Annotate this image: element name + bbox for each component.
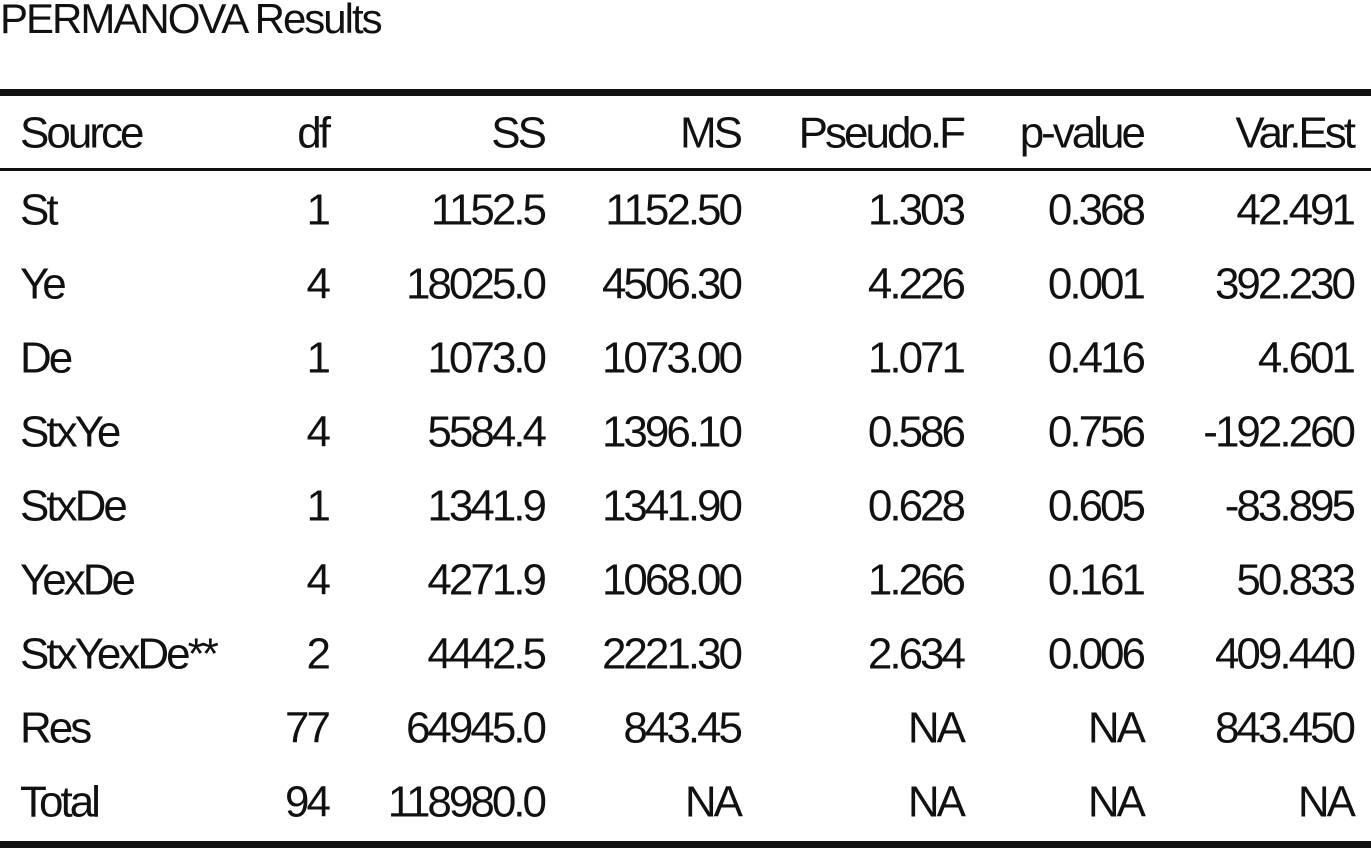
table-cell: 1341.90: [602, 482, 742, 531]
table-cell: 4442.5: [427, 630, 545, 679]
table-cell: 2.634: [868, 630, 966, 679]
header-cell: Var.Est: [1235, 109, 1355, 158]
table-cell: 843.450: [1215, 704, 1355, 753]
table-cell: 843.45: [623, 704, 741, 753]
table-cell: -83.895: [1225, 482, 1355, 531]
table-cell: 64945.0: [406, 704, 546, 753]
table-cell: 1341.9: [427, 482, 545, 531]
table-cell: 2221.30: [602, 630, 742, 679]
table-cell: 0.605: [1048, 482, 1145, 531]
table-cell: 1068.00: [602, 556, 742, 605]
table-cell: 1152.5: [431, 186, 546, 235]
row-label: Ye: [20, 260, 65, 309]
table-cell: 0.586: [868, 408, 965, 457]
table-cell: 1: [307, 186, 330, 235]
header-rule: [0, 168, 1371, 171]
table-cell: 4: [307, 408, 331, 457]
table-cell: 409.440: [1215, 630, 1355, 679]
bottom-rule: [0, 841, 1371, 848]
table-cell: 118980.0: [388, 778, 546, 827]
table-cell: 1.266: [868, 556, 965, 605]
table-cell: 1152.50: [605, 186, 741, 235]
table-cell: 2: [307, 630, 330, 679]
table-cell: 4: [307, 556, 331, 605]
table-cell: NA: [1088, 704, 1147, 753]
table-cell: 1.303: [868, 186, 965, 235]
header-cell: Pseudo.F: [799, 109, 965, 158]
table-cell: -192.260: [1203, 408, 1354, 457]
table-cell: 4: [307, 260, 331, 309]
table-cell: 1073.0: [427, 334, 545, 383]
table-cell: 0.161: [1048, 556, 1145, 605]
table-cell: 0.756: [1048, 408, 1145, 457]
row-label: StxYexDe**: [20, 630, 219, 679]
table-cell: 4.226: [868, 260, 965, 309]
table-cell: 94: [285, 778, 330, 827]
table-cell: NA: [1298, 778, 1357, 827]
row-label: Total: [20, 778, 98, 827]
table-cell: 5584.4: [427, 408, 546, 457]
row-label: St: [20, 186, 58, 235]
header-cell: Source: [20, 109, 143, 158]
table-title: PERMANOVA Results: [0, 0, 382, 42]
table-cell: 0.001: [1048, 260, 1145, 309]
table-cell: 1.071: [868, 334, 965, 383]
table-cell: NA: [908, 704, 967, 753]
table-cell: 1073.00: [602, 334, 742, 383]
table-cell: 0.368: [1048, 186, 1145, 235]
table-cell: 0.628: [868, 482, 965, 531]
table-cell: NA: [685, 778, 744, 827]
header-cell: df: [297, 109, 331, 158]
row-label: Res: [20, 704, 91, 753]
table-cell: 18025.0: [406, 260, 546, 309]
table-cell: 0.416: [1048, 334, 1145, 383]
table-cell: 1: [307, 334, 330, 383]
table-cell: 42.491: [1236, 186, 1354, 235]
table-cell: 4.601: [1258, 334, 1355, 383]
top-rule: [0, 89, 1371, 96]
row-label: StxDe: [20, 482, 126, 531]
row-label: YexDe: [20, 556, 135, 605]
table-cell: NA: [908, 778, 967, 827]
table-cell: 77: [285, 704, 329, 753]
row-label: StxYe: [20, 408, 120, 457]
row-label: De: [20, 334, 72, 383]
table-cell: 4271.9: [427, 556, 545, 605]
table-cell: NA: [1088, 778, 1147, 827]
table-cell: 4506.30: [602, 260, 742, 309]
header-cell: MS: [680, 109, 742, 158]
header-cell: p-value: [1020, 109, 1145, 158]
table-cell: 1: [307, 482, 330, 531]
table-cell: 392.230: [1215, 260, 1355, 309]
table-cell: 1396.10: [602, 408, 742, 457]
table-cell: 0.006: [1048, 630, 1145, 679]
header-cell: SS: [491, 109, 545, 158]
table-cell: 50.833: [1236, 556, 1354, 605]
